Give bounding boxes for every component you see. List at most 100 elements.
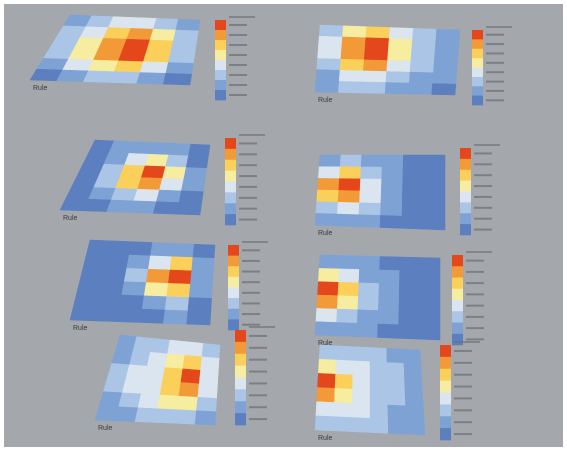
panel-label: Rule (318, 340, 333, 347)
legend-swatch (472, 76, 483, 87)
heat-cell (194, 410, 217, 426)
legend-swatch (228, 287, 239, 299)
heat-cell (141, 295, 167, 311)
heat-cell (86, 239, 112, 255)
heat-cell (387, 49, 412, 62)
heat-cell (381, 166, 404, 180)
legend-swatch (228, 308, 239, 320)
heat-cell (149, 28, 177, 42)
legend-text-line (249, 406, 267, 409)
heat-cell (92, 48, 123, 62)
heat-cell (153, 201, 180, 215)
heat-cell (176, 395, 199, 411)
heat-cell (196, 396, 217, 412)
legend-swatch (215, 40, 226, 51)
heat-cell (184, 341, 204, 358)
legend-swatch (472, 86, 483, 96)
legend-title-line (454, 341, 480, 343)
legend-swatch (225, 170, 236, 182)
heat-cell (432, 72, 457, 85)
heat-cell (338, 178, 361, 192)
heat-cell (165, 154, 189, 168)
heat-cell (183, 167, 207, 181)
heat-cell (369, 361, 388, 377)
legend-swatch (440, 428, 451, 441)
heat-cell (384, 82, 410, 95)
heat-cell (126, 254, 151, 270)
legend-text-line (229, 34, 247, 36)
heat-cell (170, 40, 197, 53)
heat-cell (316, 294, 339, 310)
heat-cell (358, 282, 380, 298)
legend-swatch (228, 298, 239, 310)
legend-title-line (242, 241, 268, 243)
heat-cell (164, 296, 190, 312)
heat-cell (401, 203, 424, 218)
legend-swatch (452, 311, 463, 323)
heat-cell (62, 58, 94, 72)
heat-cell (315, 401, 335, 417)
heat-cell (116, 308, 143, 323)
heat-cell (122, 38, 151, 52)
heat-cell (94, 405, 119, 422)
legend-text-line (242, 323, 260, 326)
heat-cell (399, 270, 421, 285)
heat-cell (121, 378, 145, 395)
legend-swatch (460, 202, 471, 214)
legend-text-line (249, 418, 267, 421)
legend-swatch (235, 377, 246, 390)
heat-cell (386, 362, 405, 378)
heat-cell (103, 377, 127, 394)
heat-cell (339, 166, 362, 180)
heat-cell (401, 215, 424, 230)
legend-text-line (454, 397, 472, 400)
heat-cell (317, 373, 336, 389)
heat-cell (140, 165, 166, 179)
heat-cell (381, 154, 404, 168)
heat-cell (318, 344, 337, 361)
heat-cell (154, 408, 178, 424)
heat-cell (360, 166, 383, 180)
legend-title-line (466, 251, 492, 253)
legend-text-line (486, 71, 504, 74)
heat-cell (337, 201, 360, 215)
legend-swatch (215, 50, 226, 61)
heat-cell (314, 80, 340, 93)
heat-cell (340, 47, 366, 61)
legend-text-line (239, 164, 257, 167)
heat-cell (398, 297, 420, 313)
panel-label: Rule (63, 215, 78, 222)
legend-text-line (249, 370, 267, 373)
heat-cell (182, 355, 203, 371)
legend-swatch (225, 138, 236, 150)
heat-cell (398, 324, 420, 340)
heat-cell (190, 270, 214, 286)
heat-cell (137, 177, 163, 191)
legend-text-line (242, 270, 260, 273)
legend-text-line (229, 84, 247, 86)
panel-label: Rule (73, 325, 88, 332)
heat-cell (128, 241, 153, 257)
heat-cell (402, 166, 425, 180)
legend-swatch (235, 413, 246, 426)
heat-cell (107, 363, 130, 380)
heat-cell (201, 343, 221, 359)
heat-cell (419, 298, 441, 313)
legend-text-line (486, 61, 504, 64)
legend-swatch (225, 214, 236, 226)
legend-text-line (229, 24, 247, 26)
heat-cell (351, 388, 371, 405)
legend-swatch (440, 345, 451, 358)
heat-cell (369, 389, 389, 406)
heat-cell (369, 375, 388, 392)
legend-text-line (229, 44, 247, 46)
heat-cell (359, 178, 382, 192)
heat-cell (143, 282, 169, 297)
heat-cell (69, 306, 97, 322)
heat-cell (315, 201, 339, 215)
heat-cell (378, 296, 400, 312)
legend-text-line (454, 409, 472, 412)
legend-swatch (452, 322, 463, 335)
heat-cell (167, 339, 187, 356)
legend-swatch (215, 90, 226, 101)
